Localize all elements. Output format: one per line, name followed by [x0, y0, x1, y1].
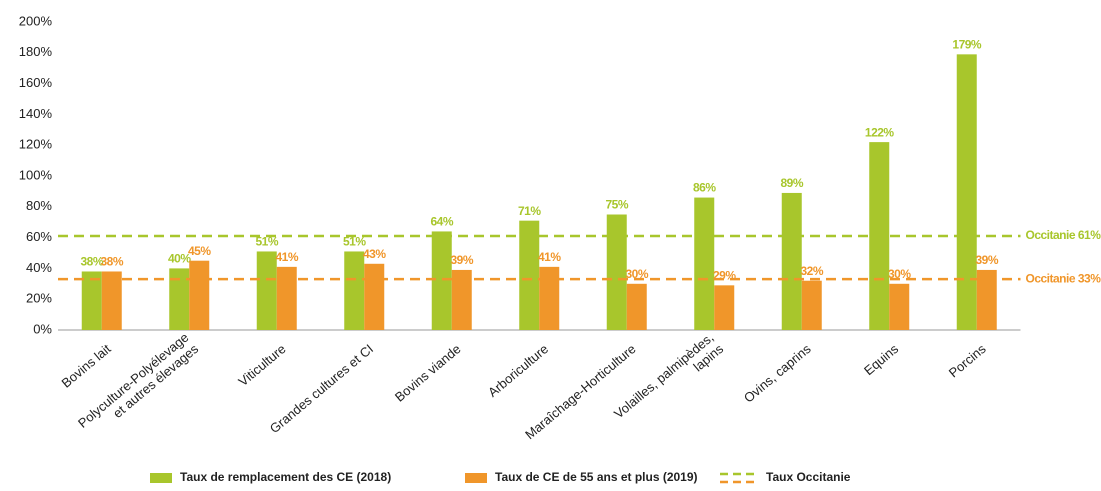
bar: [169, 268, 190, 330]
value-label: 39%: [450, 253, 473, 267]
bar: [431, 231, 452, 330]
x-tick-label: Polyculture-Polyélevageet autres élevage…: [75, 330, 202, 443]
y-tick-label: 40%: [26, 260, 52, 275]
value-label: 179%: [952, 38, 982, 52]
y-tick-label: 180%: [19, 44, 53, 59]
bar: [801, 280, 822, 330]
reference-label: Occitanie 61%: [1026, 228, 1101, 242]
bar: [956, 54, 977, 331]
x-tick-label-line: Bovins viande: [392, 341, 464, 405]
value-label: 43%: [363, 247, 386, 261]
x-tick-label-line: Viticulture: [236, 341, 289, 389]
bar: [189, 260, 210, 330]
value-label: 38%: [100, 255, 123, 269]
legend-label: Taux de remplacement des CE (2018): [180, 470, 391, 484]
x-tick-label: Porcins: [946, 341, 989, 381]
bar: [626, 283, 647, 330]
value-label: 45%: [188, 244, 211, 258]
x-tick-label-line: Bovins lait: [59, 341, 114, 391]
x-tick-label: Ovins, caprins: [741, 341, 814, 406]
value-label: 39%: [975, 253, 998, 267]
legend-label: Taux Occitanie: [766, 470, 851, 484]
bar: [256, 251, 277, 330]
reference-label: Occitanie 33%: [1026, 271, 1101, 285]
value-label: 32%: [800, 264, 823, 278]
y-tick-label: 100%: [19, 167, 53, 182]
value-label: 41%: [275, 250, 298, 264]
x-tick-label-line: Porcins: [946, 341, 989, 381]
y-tick-label: 160%: [19, 75, 53, 90]
x-tick-label-line: Ovins, caprins: [741, 341, 814, 406]
value-label: 40%: [168, 252, 191, 266]
y-tick-label: 0%: [33, 321, 52, 336]
y-tick-label: 60%: [26, 229, 52, 244]
y-tick-label: 80%: [26, 198, 52, 213]
y-tick-label: 140%: [19, 106, 53, 121]
value-label: 51%: [255, 235, 278, 249]
y-tick-label: 20%: [26, 291, 52, 306]
x-tick-label: Bovins lait: [59, 341, 114, 391]
bar: [81, 271, 102, 330]
bar: [519, 220, 540, 330]
bar: [539, 266, 560, 330]
value-label: 71%: [518, 204, 541, 218]
bar: [976, 269, 997, 330]
value-label: 86%: [693, 181, 716, 195]
bar: [606, 214, 627, 330]
x-tick-label: Bovins viande: [392, 341, 464, 405]
legend-swatch: [150, 473, 172, 483]
y-tick-label: 120%: [19, 137, 53, 152]
value-label: 51%: [343, 235, 366, 249]
bar: [781, 192, 802, 330]
value-label: 75%: [605, 198, 628, 212]
value-label: 122%: [865, 125, 895, 139]
legend-label: Taux de CE de 55 ans et plus (2019): [495, 470, 698, 484]
bar: [276, 266, 297, 330]
bar: [344, 251, 365, 330]
bar: [889, 283, 910, 330]
value-label: 41%: [538, 250, 561, 264]
y-tick-label: 200%: [19, 13, 53, 28]
bar: [364, 263, 385, 330]
value-label: 64%: [430, 215, 453, 229]
x-tick-label: Equins: [861, 341, 901, 378]
bar: [101, 271, 122, 330]
x-tick-label-line: Arboriculture: [485, 341, 551, 400]
value-label: 30%: [625, 267, 648, 281]
bar: [694, 197, 715, 330]
value-label: 30%: [888, 267, 911, 281]
value-label: 38%: [80, 255, 103, 269]
bar: [714, 285, 735, 330]
x-tick-label-line: Equins: [861, 341, 901, 378]
bar: [451, 269, 472, 330]
x-tick-label-line: Polyculture-Polyélevage: [75, 330, 191, 431]
value-label: 89%: [780, 176, 803, 190]
x-tick-label: Viticulture: [236, 341, 289, 389]
legend-swatch: [465, 473, 487, 483]
x-tick-label: Arboriculture: [485, 341, 551, 400]
